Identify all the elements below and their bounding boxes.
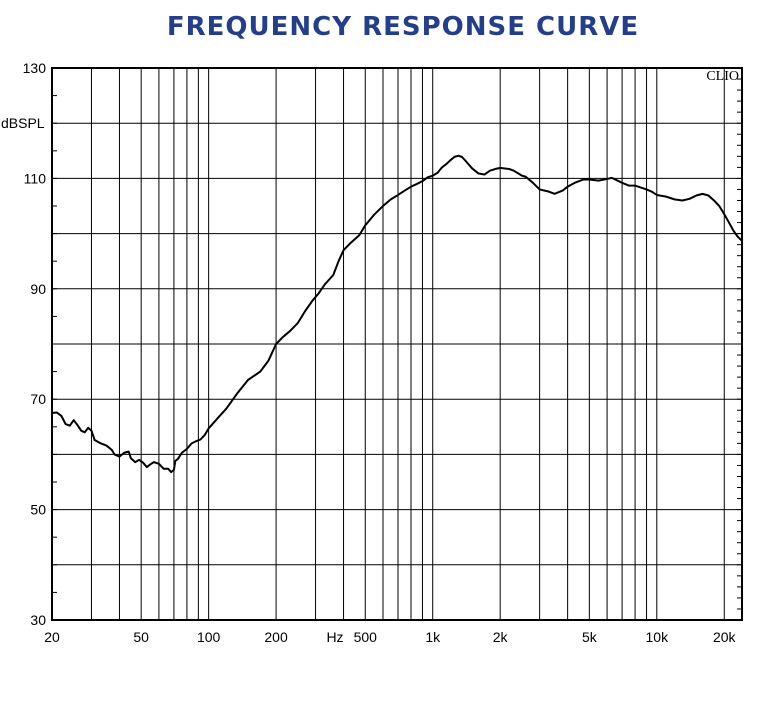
plot-frame	[51, 67, 743, 621]
x-tick-label: 100	[197, 629, 221, 645]
x-tick-label: 10k	[646, 629, 670, 645]
x-tick-label: 2k	[493, 629, 509, 645]
x-tick-label: 50	[133, 629, 149, 645]
y-tick-label: 50	[30, 502, 46, 518]
x-tick-label: 1k	[425, 629, 441, 645]
grid-lines	[52, 68, 742, 620]
y-tick-label: 130	[23, 60, 47, 76]
x-tick-label: 5k	[582, 629, 598, 645]
y-tick-labels: 130 110 90 70 50 30	[23, 60, 47, 628]
y-tick-label: 30	[30, 612, 46, 628]
y-tick-label: 110	[24, 170, 47, 186]
y-tick-label: 90	[30, 281, 46, 297]
x-tick-labels: 20 50 100 200 500 1k 2k 5k 10k 20k	[44, 629, 736, 645]
series-layer	[51, 154, 743, 474]
x-tick-label: 20k	[713, 629, 737, 645]
x-tick-label: 500	[354, 629, 378, 645]
y-axis-label: dBSPL	[1, 115, 45, 131]
chart-title: FREQUENCY RESPONSE CURVE	[166, 12, 640, 42]
x-tick-label: 20	[44, 629, 60, 645]
response-curve-line	[51, 154, 743, 474]
clio-watermark: CLIO	[706, 69, 739, 84]
x-axis-label: Hz	[326, 629, 343, 645]
x-tick-label: 200	[264, 629, 288, 645]
y-tick-label: 70	[30, 391, 46, 407]
